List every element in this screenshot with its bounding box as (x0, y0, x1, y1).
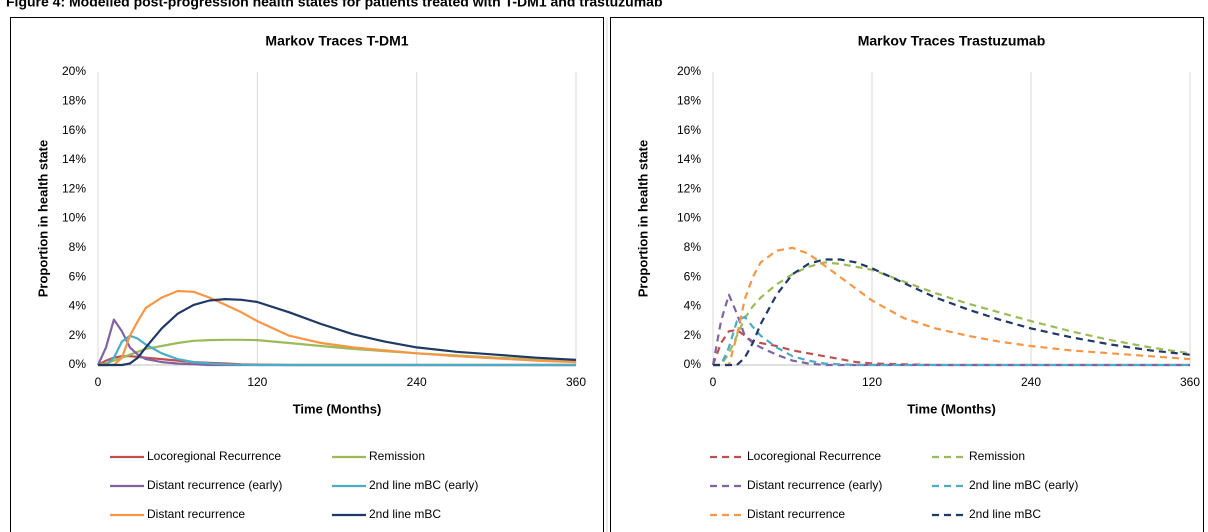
y-tick-label: 14% (62, 152, 86, 166)
y-tick-label: 16% (62, 123, 86, 137)
series-line (98, 289, 577, 367)
x-axis-label: Time (Months) (907, 401, 996, 416)
y-tick-label: 20% (677, 64, 701, 78)
series-line (713, 258, 1191, 367)
y-tick-label: 0% (69, 357, 87, 371)
series-line (713, 246, 1191, 367)
legend-label: 2nd line mBC (969, 507, 1041, 521)
y-tick-label: 4% (684, 299, 702, 313)
legend-label: Distant recurrence (early) (147, 478, 282, 492)
chart-title: Markov Traces Trastuzumab (858, 33, 1046, 49)
x-tick-label: 120 (247, 375, 267, 389)
legend-label: Locoregional Recurrence (747, 449, 881, 463)
legend-label: Remission (969, 449, 1025, 463)
y-tick-label: 12% (62, 181, 86, 195)
legend-label: Distant recurrence (early) (747, 478, 882, 492)
y-tick-label: 2% (684, 328, 702, 342)
y-tick-label: 8% (69, 240, 87, 254)
legend-label: Locoregional Recurrence (147, 449, 281, 463)
y-tick-label: 18% (62, 93, 86, 107)
y-tick-label: 20% (62, 64, 86, 78)
y-tick-label: 2% (69, 328, 87, 342)
y-axis-label: Proportion in health state (35, 140, 50, 297)
y-tick-label: 10% (677, 211, 701, 225)
legend-label: Distant recurrence (147, 507, 245, 521)
x-tick-label: 120 (862, 375, 882, 389)
series-line (713, 261, 1191, 367)
legend-label: Remission (369, 449, 425, 463)
legend-label: 2nd line mBC (early) (969, 478, 1078, 492)
y-tick-label: 4% (69, 299, 87, 313)
legend-label: 2nd line mBC (369, 507, 441, 521)
y-tick-label: 6% (684, 269, 702, 283)
figure-title: Figure 4: Modelled post-progression heal… (6, 0, 663, 10)
series-line (711, 328, 1190, 367)
y-tick-label: 12% (677, 181, 701, 195)
y-tick-label: 18% (677, 93, 701, 107)
y-axis-label: Proportion in health state (635, 140, 650, 297)
legend-label: Distant recurrence (747, 507, 845, 521)
series-line (97, 338, 577, 367)
series-line (713, 315, 1190, 367)
panel-border (10, 17, 604, 532)
panel-border (610, 17, 1204, 532)
x-tick-label: 360 (566, 375, 586, 389)
x-tick-label: 0 (710, 375, 717, 389)
y-tick-label: 14% (677, 152, 701, 166)
y-tick-label: 0% (684, 357, 702, 371)
series-line (98, 334, 576, 367)
x-tick-label: 240 (1021, 375, 1041, 389)
x-tick-label: 0 (95, 375, 102, 389)
x-tick-label: 360 (1180, 375, 1200, 389)
y-tick-label: 8% (684, 240, 702, 254)
legend-label: 2nd line mBC (early) (369, 478, 478, 492)
y-tick-label: 10% (62, 211, 86, 225)
series-line (98, 298, 577, 367)
y-tick-label: 16% (677, 123, 701, 137)
series-line (711, 293, 1190, 367)
x-tick-label: 240 (407, 375, 427, 389)
y-tick-label: 6% (69, 269, 87, 283)
chart-title: Markov Traces T-DM1 (265, 33, 408, 49)
x-axis-label: Time (Months) (293, 401, 382, 416)
